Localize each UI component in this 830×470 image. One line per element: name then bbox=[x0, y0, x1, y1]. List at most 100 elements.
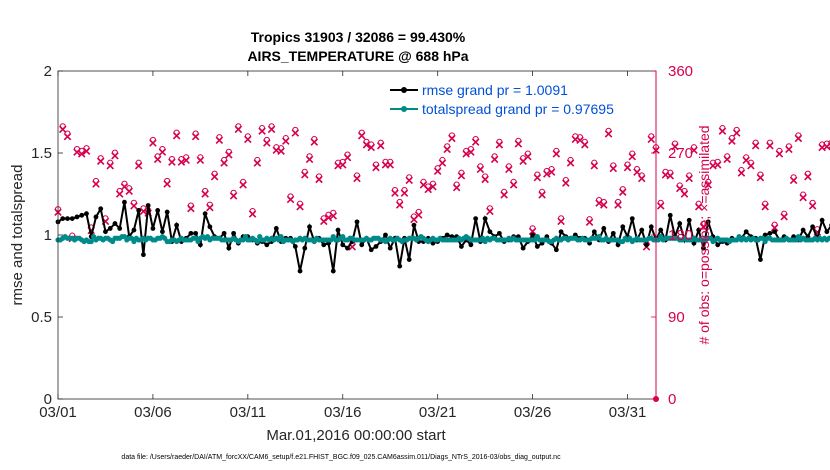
rmse-marker bbox=[117, 226, 123, 231]
rmse-marker bbox=[459, 244, 464, 249]
rmse-marker bbox=[767, 230, 773, 236]
obs-assimilated-marker bbox=[467, 148, 475, 156]
x-tick-label: 03/06 bbox=[134, 404, 172, 421]
y-right-tick-label: 360 bbox=[668, 63, 693, 80]
y-left-tick-label: 1 bbox=[44, 227, 52, 244]
x-tick-label: 03/16 bbox=[324, 404, 362, 421]
obs-assimilated-marker bbox=[130, 202, 138, 210]
rmse-marker bbox=[639, 227, 645, 233]
legend-spread-label: totalspread grand pr = 0.97695 bbox=[422, 101, 614, 117]
obs-assimilated-marker bbox=[234, 125, 243, 134]
x-tick-label: 03/26 bbox=[514, 404, 552, 421]
obs-assimilated-marker bbox=[315, 175, 323, 184]
rmse-marker bbox=[354, 219, 360, 225]
rmse-marker bbox=[160, 229, 165, 235]
legend-spread-marker bbox=[401, 106, 407, 112]
rmse-marker bbox=[743, 229, 749, 235]
obs-assimilated-marker bbox=[63, 132, 72, 141]
y-left-tick-label: 2 bbox=[44, 63, 52, 80]
obs-assimilated-marker bbox=[168, 158, 176, 166]
obs-assimilated-marker bbox=[500, 191, 508, 199]
obs-assimilated-marker bbox=[395, 201, 404, 209]
obs-assimilated-marker bbox=[600, 201, 608, 209]
obs-assimilated-marker bbox=[96, 157, 105, 165]
rmse-marker bbox=[696, 227, 702, 233]
obs-assimilated-marker bbox=[391, 189, 399, 197]
obs-assimilated-marker bbox=[424, 185, 432, 194]
obs-assimilated-marker bbox=[191, 132, 200, 141]
x-tick-label: 03/21 bbox=[419, 404, 457, 421]
obs-assimilated-marker bbox=[609, 164, 618, 173]
obs-assimilated-marker bbox=[258, 127, 266, 135]
obs-assimilated-marker bbox=[623, 163, 632, 172]
rmse-marker bbox=[321, 242, 327, 248]
y-left-tick-label: 1.5 bbox=[31, 145, 52, 162]
rmse-marker bbox=[297, 268, 303, 274]
rmse-marker bbox=[174, 222, 180, 228]
obs-assimilated-marker bbox=[362, 141, 371, 149]
obs-assimilated-marker bbox=[495, 141, 504, 149]
chart-title-line1: Tropics 31903 / 32086 = 99.430% bbox=[251, 29, 466, 45]
obs-assimilated-marker bbox=[775, 150, 784, 158]
rmse-marker bbox=[164, 209, 170, 215]
obs-assimilated-marker bbox=[671, 142, 679, 151]
obs-assimilated-marker bbox=[163, 180, 171, 188]
obs-assimilated-marker bbox=[789, 176, 798, 185]
rmse-marker bbox=[658, 227, 664, 233]
obs-assimilated-marker bbox=[476, 165, 485, 174]
y-left-tick-label: 0 bbox=[44, 391, 52, 408]
rmse-marker bbox=[264, 242, 270, 248]
rmse-marker bbox=[620, 224, 626, 230]
rmse-marker bbox=[810, 224, 816, 230]
axes-layer: 03/01 03/06 03/11 03/16 03/21 03/26 03/31 0 0.5 1… bbox=[31, 63, 693, 421]
rmse-marker bbox=[686, 217, 692, 223]
obs-assimilated-marker bbox=[286, 195, 295, 204]
y-right-tick-label: 180 bbox=[668, 227, 693, 244]
obs-assimilated-marker bbox=[338, 161, 347, 169]
obs-assimilated-marker bbox=[552, 150, 561, 158]
obs-assimilated-marker bbox=[761, 202, 769, 211]
obs-assimilated-marker bbox=[581, 141, 589, 149]
legend-rmse-marker bbox=[401, 87, 407, 93]
obs-assimilated-marker bbox=[533, 173, 542, 182]
obs-assimilated-marker bbox=[471, 138, 480, 146]
rmse-marker bbox=[136, 208, 142, 213]
obs-assimilated-marker bbox=[438, 159, 447, 167]
rmse-marker bbox=[530, 232, 536, 238]
obs-assimilated-marker bbox=[229, 192, 238, 200]
rmse-marker bbox=[335, 227, 341, 233]
obs-assimilated-marker bbox=[619, 188, 627, 196]
rmse-marker bbox=[131, 227, 137, 233]
obs-assimilated-marker bbox=[429, 182, 437, 191]
obs-assimilated-marker bbox=[614, 201, 622, 209]
rmse-marker bbox=[824, 229, 830, 235]
rmse-marker bbox=[610, 230, 616, 236]
plot-area bbox=[58, 71, 656, 399]
obs-assimilated-marker bbox=[92, 180, 100, 188]
x-axis-label: Mar.01,2016 00:00:00 start bbox=[266, 427, 446, 444]
obs-assimilated-marker bbox=[628, 152, 637, 161]
rmse-marker bbox=[226, 245, 232, 251]
obs-assimilated-marker bbox=[296, 202, 304, 211]
obs-assimilated-marker bbox=[538, 191, 546, 199]
obs-assimilated-marker bbox=[566, 159, 575, 167]
rmse-marker bbox=[629, 216, 635, 222]
rmse-marker bbox=[819, 217, 825, 223]
obs-assimilated-marker bbox=[386, 161, 394, 169]
footer-data-file: data file: /Users/raeder/DAI/ATM_forcXX/… bbox=[121, 454, 561, 461]
rmse-marker bbox=[273, 226, 279, 231]
rmse-marker bbox=[221, 230, 227, 236]
obs-assimilated-marker bbox=[324, 213, 333, 222]
obs-assimilated-marker bbox=[239, 181, 247, 189]
obs-assimilated-marker bbox=[827, 141, 830, 150]
obs-assimilated-marker bbox=[220, 159, 228, 167]
obs-assimilated-marker bbox=[647, 135, 656, 144]
obs-assimilated-marker bbox=[343, 153, 352, 162]
obs-assimilated-marker bbox=[267, 125, 276, 134]
rmse-marker bbox=[345, 245, 350, 251]
obs-assimilated-marker bbox=[210, 172, 219, 181]
rmse-marker bbox=[520, 245, 526, 251]
rmse-marker bbox=[397, 263, 403, 269]
obs-assimilated-marker bbox=[248, 210, 257, 218]
